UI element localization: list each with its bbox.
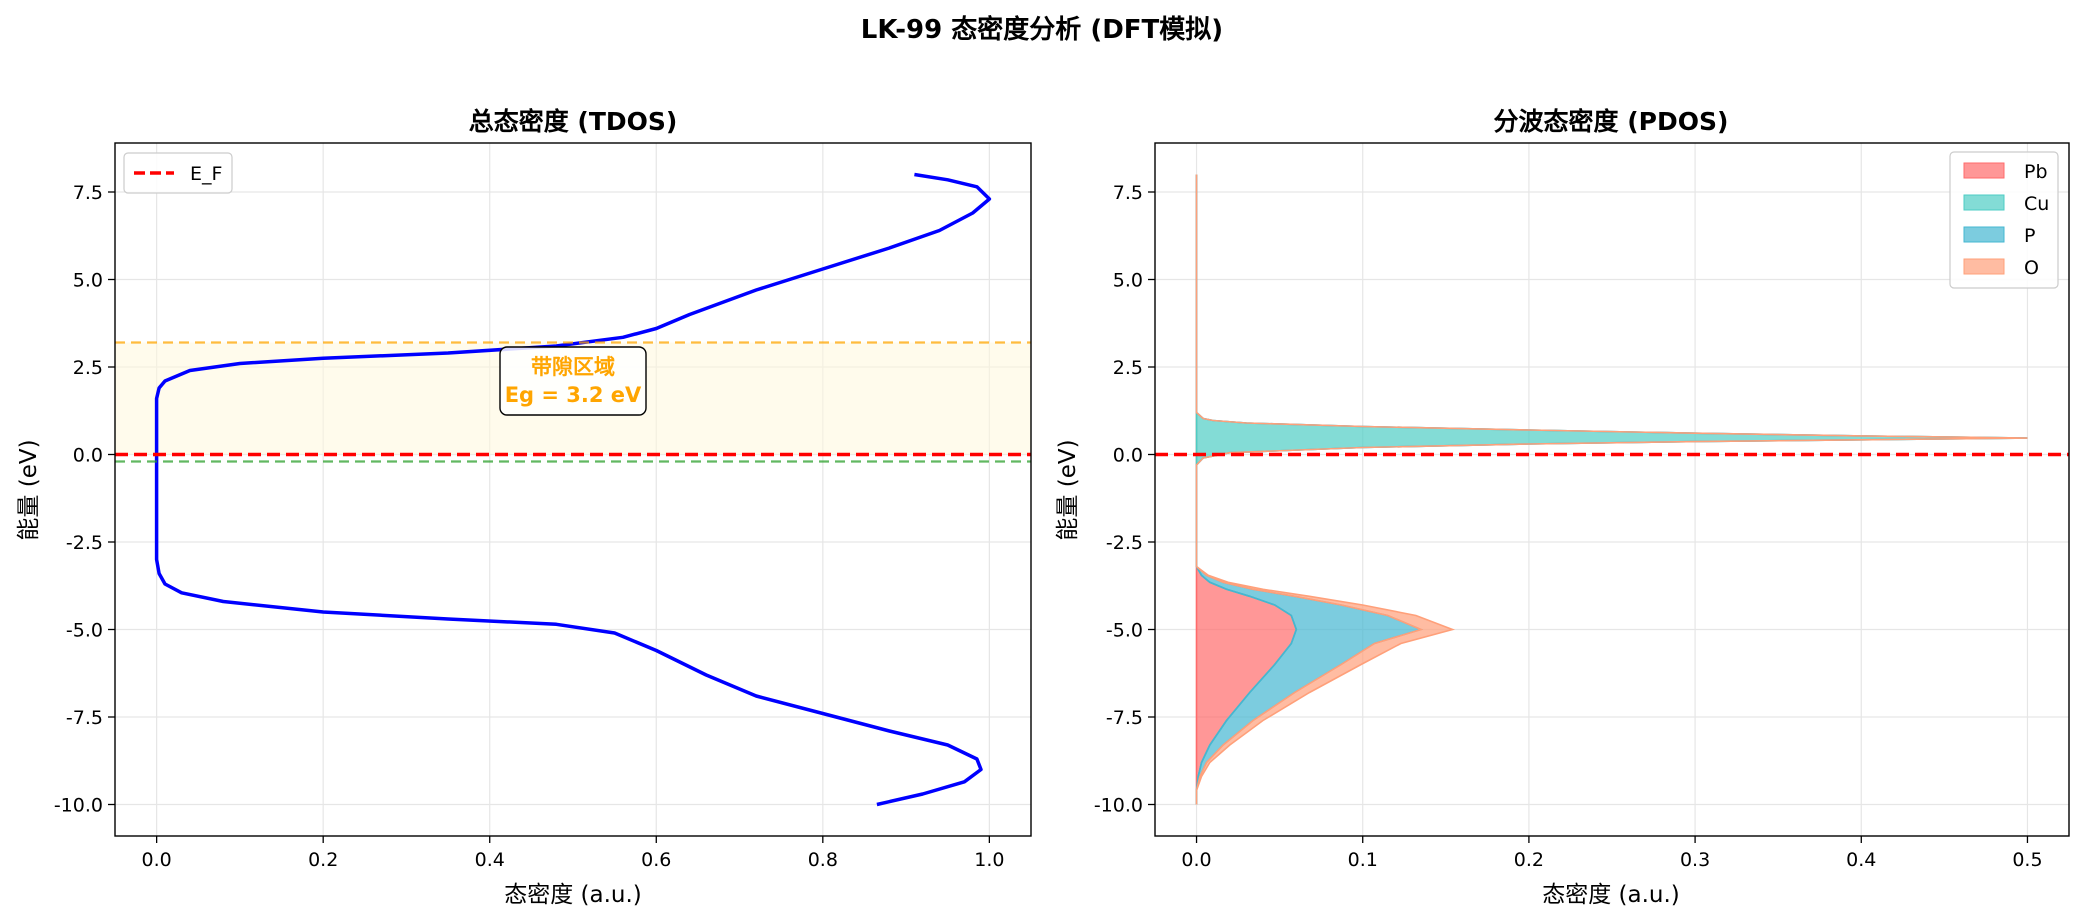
pdos-axes-frame bbox=[1154, 142, 2070, 837]
x-tick-label: 0.2 bbox=[308, 849, 338, 871]
bandgap-annotation-title: 带隙区域 bbox=[531, 355, 615, 379]
pdos-area-p bbox=[1195, 174, 2028, 805]
x-tick-label: 0.8 bbox=[808, 849, 838, 871]
figure-title: LK-99 态密度分析 (DFT模拟) bbox=[861, 14, 1223, 45]
pdos-legend-box bbox=[1949, 151, 2059, 289]
legend-label-p: P bbox=[2024, 225, 2035, 247]
legend-swatch-pb bbox=[1963, 162, 2005, 179]
bandgap-annotation-box bbox=[499, 346, 647, 416]
pdos-plot-area bbox=[1195, 174, 2028, 805]
legend-label-cu: Cu bbox=[2024, 193, 2049, 215]
tdos-y-axis-label: 能量 (eV) bbox=[16, 439, 42, 540]
x-tick-label: 0.6 bbox=[641, 849, 671, 871]
bandgap-annotation-value: Eg = 3.2 eV bbox=[505, 383, 642, 407]
y-tick-label: -10.0 bbox=[54, 795, 103, 817]
x-tick-label: 0.4 bbox=[475, 849, 505, 871]
x-tick-label: 0.1 bbox=[1348, 849, 1378, 871]
y-tick-label: 7.5 bbox=[1113, 182, 1143, 204]
legend-label-fermi: E_F bbox=[190, 163, 222, 185]
y-tick-label: 5.0 bbox=[73, 270, 103, 292]
y-tick-label: -7.5 bbox=[1106, 707, 1143, 729]
y-tick-label: -2.5 bbox=[66, 532, 103, 554]
tdos-panel: 总态密度 (TDOS) 0.0 0.2 0.4 0.6 0.8 1.0 -10.0 -7.5 -… bbox=[16, 107, 1032, 908]
y-tick-label: -10.0 bbox=[1094, 795, 1143, 817]
x-tick-label: 0.2 bbox=[1514, 849, 1544, 871]
x-tick-label: 1.0 bbox=[974, 849, 1004, 871]
pdos-ticks: 0.0 0.1 0.2 0.3 0.4 0.5 -10.0 -7.5 -5.0 -2.5 0.0 2.… bbox=[1094, 182, 2043, 871]
pdos-y-axis-label: 能量 (eV) bbox=[1055, 439, 1081, 540]
legend-swatch-cu bbox=[1963, 194, 2005, 211]
y-tick-label: -2.5 bbox=[1106, 532, 1143, 554]
bandgap-annotation: 带隙区域 Eg = 3.2 eV bbox=[499, 346, 647, 416]
x-tick-label: 0.4 bbox=[1846, 849, 1876, 871]
tdos-axes-frame bbox=[114, 142, 1032, 837]
x-tick-label: 0.5 bbox=[2012, 849, 2042, 871]
tdos-legend: E_F bbox=[123, 152, 233, 194]
x-tick-label: 0.0 bbox=[1181, 849, 1211, 871]
x-tick-label: 0.3 bbox=[1680, 849, 1710, 871]
tdos-plot-area bbox=[154, 172, 992, 807]
pdos-title: 分波态密度 (PDOS) bbox=[1494, 107, 1729, 136]
y-tick-label: -7.5 bbox=[66, 707, 103, 729]
pdos-x-axis-label: 态密度 (a.u.) bbox=[1542, 882, 1680, 908]
legend-label-o: O bbox=[2024, 257, 2039, 279]
pdos-area-cu bbox=[1195, 174, 2028, 805]
tdos-series-line bbox=[154, 172, 992, 807]
tdos-title: 总态密度 (TDOS) bbox=[469, 107, 678, 136]
tdos-ticks: 0.0 0.2 0.4 0.6 0.8 1.0 -10.0 -7.5 -5.0 -2.5 0.0 2.… bbox=[54, 182, 1005, 871]
y-tick-label: 7.5 bbox=[73, 182, 103, 204]
pdos-area-o bbox=[1195, 174, 2028, 805]
x-tick-label: 0.0 bbox=[142, 849, 172, 871]
pdos-legend: Pb Cu P O bbox=[1949, 151, 2059, 289]
y-tick-label: -5.0 bbox=[1106, 620, 1143, 642]
y-tick-label: 5.0 bbox=[1113, 270, 1143, 292]
legend-label-pb: Pb bbox=[2024, 161, 2048, 183]
tdos-x-axis-label: 态密度 (a.u.) bbox=[504, 882, 642, 908]
pdos-panel: 分波态密度 (PDOS) 0.0 0.1 0.2 0.3 0.4 0.5 -10.0 -7.5… bbox=[1055, 107, 2070, 908]
tdos-reference-lines bbox=[115, 341, 1031, 463]
y-tick-label: 2.5 bbox=[1113, 357, 1143, 379]
y-tick-label: 0.0 bbox=[1113, 445, 1143, 467]
tdos-legend-box bbox=[123, 152, 233, 194]
pdos-grid bbox=[1155, 143, 2069, 836]
y-tick-label: -5.0 bbox=[66, 620, 103, 642]
y-tick-label: 0.0 bbox=[73, 445, 103, 467]
y-tick-label: 2.5 bbox=[73, 357, 103, 379]
legend-swatch-o bbox=[1963, 258, 2005, 275]
legend-swatch-p bbox=[1963, 226, 2005, 243]
